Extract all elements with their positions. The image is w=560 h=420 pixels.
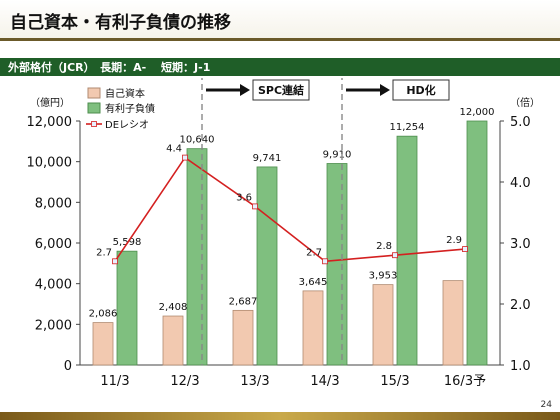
rating-banner: 外部格付（JCR） 長期：A- 短期：J-1 <box>0 58 560 76</box>
debt-bar <box>116 250 138 366</box>
spc-arrow-head <box>240 84 250 96</box>
legend-de-label: DEレシオ <box>105 119 149 131</box>
y-tick-label: 6,000 <box>35 237 72 252</box>
legend-debt-swatch <box>87 102 101 114</box>
de-ratio-label: 2.8 <box>376 241 392 252</box>
y-tick-label: 4,000 <box>35 278 72 293</box>
y2-tick-label: 4.0 <box>510 176 531 191</box>
equity-value-label: 2,687 <box>229 296 258 307</box>
y2-tick-label: 3.0 <box>510 237 531 252</box>
debt-value-label: 9,741 <box>253 153 282 164</box>
debt-bar <box>466 120 488 366</box>
equity-bar <box>232 309 254 366</box>
equity-value-label: 3,953 <box>369 271 398 282</box>
x-tick-label: 14/3 <box>310 374 339 389</box>
y2-axis-label: （倍） <box>510 96 540 109</box>
de-ratio-point <box>322 258 328 265</box>
de-ratio-point <box>462 246 468 253</box>
footer-bar <box>0 412 560 420</box>
equity-bar <box>92 322 114 366</box>
debt-bar <box>256 166 278 366</box>
equity-bar <box>162 315 184 366</box>
equity-value-label: 2,086 <box>89 309 118 320</box>
page-number: 24 <box>540 400 552 410</box>
hd-box <box>392 79 450 101</box>
de-ratio-point <box>392 252 398 259</box>
de-ratio-line <box>114 156 466 263</box>
legend-de-marker <box>91 121 97 127</box>
de-ratio-label: 3.6 <box>236 192 252 203</box>
equity-value-label: 3,645 <box>299 277 328 288</box>
spc-box <box>252 79 310 101</box>
x-tick-label: 13/3 <box>240 374 269 389</box>
x-tick-label: 11/3 <box>100 374 129 389</box>
debt-bar <box>326 163 348 366</box>
y-tick-label: 2,000 <box>35 318 72 333</box>
debt-value-label: 11,254 <box>390 122 425 133</box>
debt-value-label: 10,640 <box>180 135 215 146</box>
legend-equity-swatch <box>87 87 101 99</box>
de-ratio-label: 2.9 <box>446 235 462 246</box>
debt-bar <box>396 135 418 366</box>
equity-bar <box>372 284 394 366</box>
hd-label: HD化 <box>406 83 435 97</box>
x-tick-label: 15/3 <box>380 374 409 389</box>
y-tick-label: 12,000 <box>27 115 73 130</box>
y-tick-label: 10,000 <box>27 156 73 171</box>
y-tick-label: 0 <box>64 359 72 374</box>
de-ratio-point <box>252 203 258 210</box>
x-tick-label: 16/3予 <box>444 374 486 389</box>
legend-debt-label: 有利子負債 <box>105 102 155 115</box>
de-ratio-label: 4.4 <box>166 144 182 155</box>
spc-label: SPC連結 <box>258 83 304 97</box>
debt-value-label: 12,000 <box>460 107 495 118</box>
hd-arrow-head <box>380 84 390 96</box>
y2-tick-label: 5.0 <box>510 115 531 130</box>
rating-text: 外部格付（JCR） 長期：A- 短期：J-1 <box>8 61 211 74</box>
page-title: 自己資本・有利子負債の推移 <box>10 13 231 33</box>
equity-bar <box>302 290 324 366</box>
chart: 0 2,000 4,000 6,000 8,000 10,000 12,000 1.0 2.0 3… <box>27 78 540 389</box>
debt-value-label: 9,910 <box>323 149 352 160</box>
y-tick-label: 8,000 <box>35 196 72 211</box>
title-bar: 自己資本・有利子負債の推移 <box>0 0 560 41</box>
debt-bar <box>186 148 208 366</box>
de-ratio-label: 2.7 <box>96 247 112 258</box>
y2-tick-label: 1.0 <box>510 359 531 374</box>
x-tick-label: 12/3 <box>170 374 199 389</box>
de-ratio-point <box>112 258 118 265</box>
equity-value-label: 2,408 <box>159 302 188 313</box>
y-axis-label: （億円） <box>30 96 70 109</box>
de-ratio-point <box>182 154 188 161</box>
y2-tick-label: 2.0 <box>510 298 531 313</box>
de-ratio-label: 2.7 <box>306 247 322 258</box>
equity-bar <box>442 280 464 366</box>
legend-equity-label: 自己資本 <box>105 87 145 100</box>
